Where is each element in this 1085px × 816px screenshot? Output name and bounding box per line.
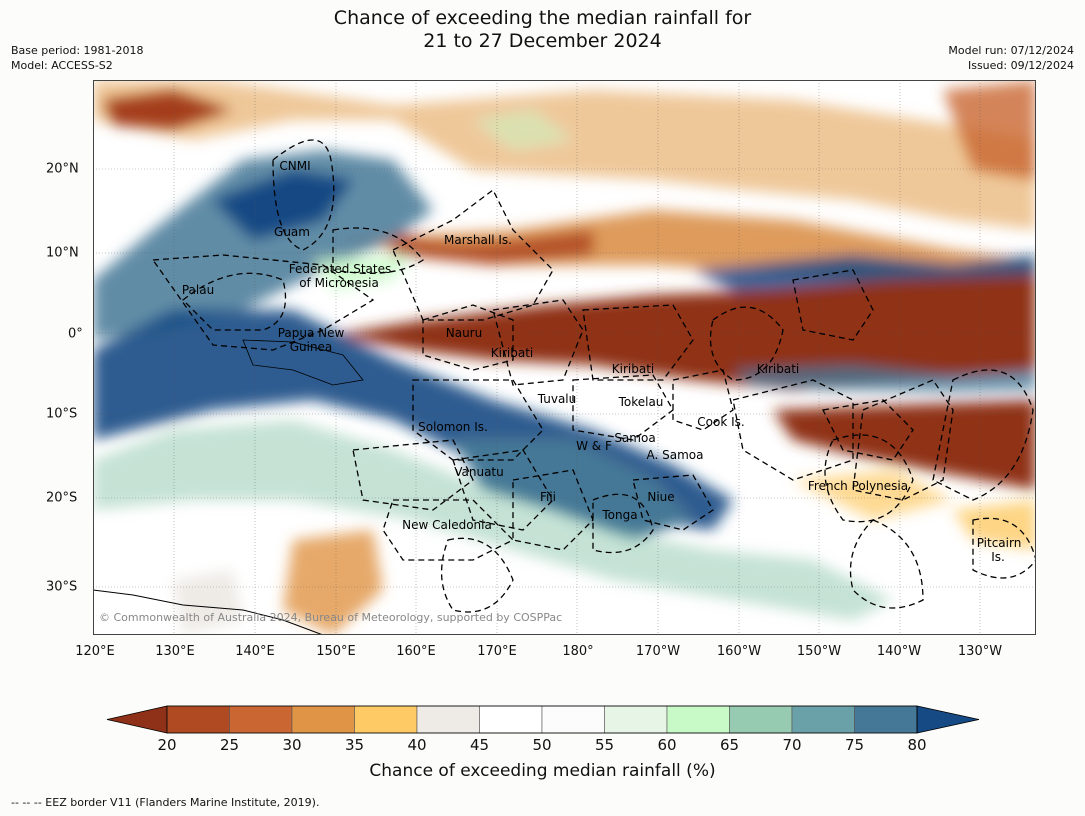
gridlines (93, 80, 1036, 635)
label-vanuatu: Vanuatu (454, 465, 504, 479)
x-tick-130e: 130°E (155, 644, 195, 659)
x-tick-160w: 160°W (716, 644, 762, 659)
label-niue: Niue (647, 490, 674, 504)
colorbar-cell (229, 705, 293, 734)
y-tick-20n: 20°N (46, 161, 79, 177)
label-fiji: Fiji (540, 490, 556, 504)
colorbar-tick-label: 25 (219, 736, 240, 754)
y-tick-20s: 20°S (46, 490, 78, 506)
label-cook-islands: Cook Is. (697, 415, 744, 429)
meta-right: Model run: 07/12/2024 Issued: 09/12/2024 (948, 43, 1074, 73)
y-tick-0: 0° (68, 326, 83, 342)
issued-date: Issued: 09/12/2024 (967, 59, 1074, 72)
y-tick-10s: 10°S (46, 406, 78, 422)
eez-borders (151, 139, 1036, 613)
colorbar-extend-high (916, 705, 980, 734)
x-tick-170e: 170°E (477, 644, 517, 659)
label-pitcairn-line1: Pitcairn (977, 536, 1022, 550)
colorbar-cell (166, 705, 230, 734)
x-tick-160e: 160°E (396, 644, 436, 659)
colorbar-tick-label: 70 (782, 736, 802, 754)
x-tick-150e: 150°E (316, 644, 356, 659)
colorbar-outline (166, 705, 918, 734)
label-marshall-islands: Marshall Is. (444, 233, 512, 247)
label-pitcairn-line2: Is. (991, 550, 1005, 564)
colorbar-cell (354, 705, 418, 734)
x-tick-140w: 140°W (876, 644, 922, 659)
model-name: Model: ACCESS-S2 (11, 59, 113, 72)
colorbar-extend-low (106, 705, 168, 734)
label-tokelau: Tokelau (618, 395, 664, 409)
label-tonga: Tonga (601, 508, 637, 522)
colorbar-cell (604, 705, 668, 734)
label-png-line1: Papua New (278, 326, 345, 340)
label-cnmi: CNMI (279, 159, 310, 173)
label-fsm-line1: Federated States (289, 262, 391, 276)
x-tick-180: 180° (562, 644, 594, 659)
colorbar-tick-label: 35 (344, 736, 365, 754)
label-solomon-islands: Solomon Is. (418, 420, 488, 434)
meta-left: Base period: 1981-2018 Model: ACCESS-S2 (11, 43, 143, 73)
colorbar-tick-label: 55 (594, 736, 615, 754)
colorbar-cell (791, 705, 855, 734)
label-tuvalu: Tuvalu (537, 392, 577, 406)
copyright-notice: © Commonwealth of Australia 2024, Bureau… (99, 611, 562, 624)
eez-footnote: -- -- -- EEZ border V11 (Flanders Marine… (11, 796, 320, 809)
colorbar-tick-label: 45 (469, 736, 490, 754)
colorbar-tick-label: 60 (657, 736, 677, 754)
label-kiribati-central: Kiribati (612, 362, 654, 376)
model-run: Model run: 07/12/2024 (948, 44, 1074, 57)
colorbar-cell (541, 705, 605, 734)
label-new-caledonia: New Caledonia (402, 518, 492, 532)
label-kiribati-west: Kiribati (491, 346, 533, 360)
colorbar-label: Chance of exceeding median rainfall (%) (369, 761, 716, 781)
colorbar-cell (666, 705, 730, 734)
label-kiribati-east: Kiribati (757, 362, 799, 376)
map-title: Chance of exceeding the median rainfall … (0, 7, 1085, 53)
colorbar-tick-label: 30 (282, 736, 302, 754)
title-line-1: Chance of exceeding the median rainfall … (333, 7, 752, 29)
label-palau: Palau (182, 283, 214, 297)
colorbar-tick-label: 65 (719, 736, 740, 754)
label-guam: Guam (274, 225, 310, 239)
colorbar-cell (416, 705, 480, 734)
colorbar-tick-label: 50 (532, 736, 552, 754)
x-tick-130w: 130°W (957, 644, 1003, 659)
rainfall-map: CNMI Guam Marshall Is. Federated States … (93, 80, 1036, 635)
label-wallis-futuna: W & F (576, 439, 612, 453)
y-tick-30s: 30°S (46, 579, 78, 595)
label-american-samoa: A. Samoa (647, 448, 704, 462)
x-tick-150w: 150°W (796, 644, 842, 659)
colorbar-tick-label: 80 (907, 736, 927, 754)
colorbar-tick-label: 75 (844, 736, 865, 754)
colorbar-cell (479, 705, 543, 734)
label-french-polynesia: French Polynesia (808, 479, 908, 493)
label-samoa: Samoa (614, 431, 655, 445)
label-fsm-line2: of Micronesia (299, 276, 379, 290)
region-labels: CNMI Guam Marshall Is. Federated States … (182, 159, 1021, 564)
x-tick-140e: 140°E (235, 644, 275, 659)
y-tick-10n: 10°N (46, 245, 79, 261)
x-tick-120e: 120°E (75, 644, 115, 659)
colorbar-cell (729, 705, 793, 734)
x-tick-170w: 170°W (635, 644, 681, 659)
colorbar-cell (291, 705, 355, 734)
colorbar-cell (854, 705, 918, 734)
colorbar-tick-label: 20 (157, 736, 177, 754)
title-line-2: 21 to 27 December 2024 (423, 30, 662, 52)
colorbar-tick-label: 40 (407, 736, 427, 754)
map-frame (93, 80, 1036, 635)
rainfall-field: CNMI Guam Marshall Is. Federated States … (93, 80, 1036, 635)
base-period: Base period: 1981-2018 (11, 44, 144, 57)
label-nauru: Nauru (446, 326, 482, 340)
label-png-line2: Guinea (290, 340, 333, 354)
colorbar (106, 705, 980, 734)
